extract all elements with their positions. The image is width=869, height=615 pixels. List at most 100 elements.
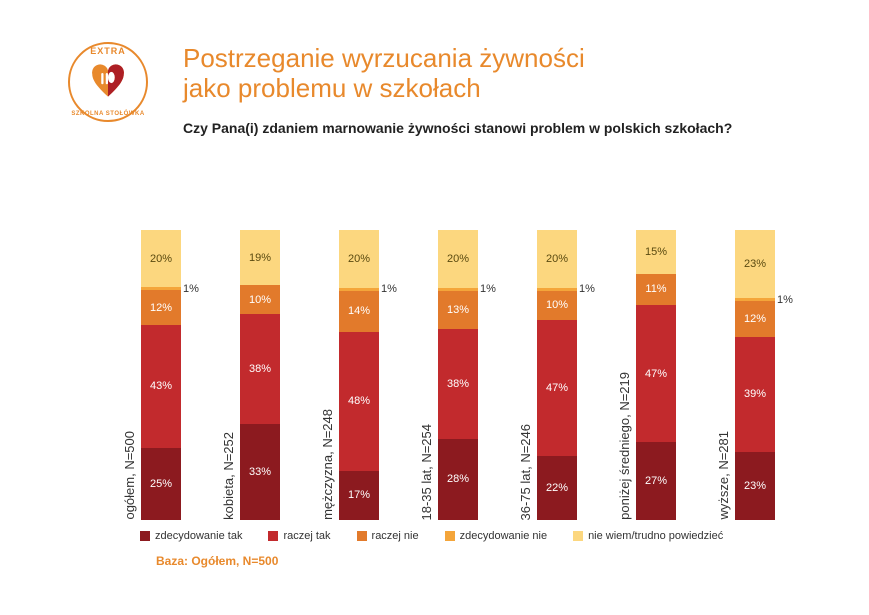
bar-segment-zdecydowanie_tak: 28%: [438, 439, 478, 520]
segment-value: 12%: [744, 313, 766, 325]
bar-segment-raczej_tak: 39%: [735, 337, 775, 452]
legend-swatch: [573, 531, 583, 541]
bar-segment-zdecydowanie_tak: 27%: [636, 442, 676, 520]
bar-category-label: poniżej średniego, N=219: [615, 372, 636, 520]
bar-segment-nie_wiem: 20%: [339, 230, 379, 288]
bar-category-label: kobieta, N=252: [219, 432, 240, 520]
segment-value: 43%: [150, 380, 172, 392]
brand-logo: EXTRA SZKOLNA STOŁÓWKA: [68, 42, 148, 122]
bar-segment-raczej_tak: 38%: [438, 329, 478, 439]
survey-question: Czy Pana(i) zdaniem marnowanie żywności …: [183, 120, 809, 136]
stacked-bar: 17% 48% 14% 1% 20%: [339, 230, 379, 520]
segment-value: 23%: [744, 258, 766, 270]
segment-value: 10%: [546, 299, 568, 311]
segment-value: 20%: [150, 253, 172, 265]
segment-value: 12%: [150, 302, 172, 314]
bar-group: wyższe, N=281 23% 39% 12% 1% 23%: [714, 190, 775, 520]
legend-item: raczej nie: [357, 530, 419, 542]
segment-value: 1%: [579, 283, 595, 295]
stacked-bar: 27% 47% 11% 15%: [636, 230, 676, 520]
bar-group: 18-35 lat, N=25428% 38% 13%1% 20%: [417, 190, 478, 520]
legend-swatch: [268, 531, 278, 541]
stacked-bar: 28% 38% 13%1% 20%: [438, 230, 478, 520]
header: Postrzeganie wyrzucania żywności jako pr…: [183, 44, 809, 136]
segment-value: 38%: [249, 363, 271, 375]
title-line-1: Postrzeganie wyrzucania żywności: [183, 43, 585, 73]
segment-value: 23%: [744, 480, 766, 492]
segment-value: 17%: [348, 489, 370, 501]
stacked-bar: 33%38%10%19%: [240, 230, 280, 520]
segment-value: 25%: [150, 478, 172, 490]
bar-segment-zdecydowanie_nie: 1%: [537, 288, 577, 291]
legend-swatch: [140, 531, 150, 541]
bar-segment-zdecydowanie_nie: 1%: [735, 298, 775, 301]
bar-segment-zdecydowanie_tak: 22%: [537, 456, 577, 520]
bar-group: mężczyzna, N=24817%48%14%1%20%: [318, 190, 379, 520]
segment-value: 15%: [645, 246, 667, 258]
segment-value: 39%: [744, 388, 766, 400]
bar-segment-zdecydowanie_nie: 1%: [438, 288, 478, 291]
segment-value: 20%: [447, 253, 469, 265]
bar-group: ogółem, N=50025%43%12%1%20%: [120, 190, 181, 520]
legend-label: zdecydowanie nie: [460, 530, 547, 542]
title-line-2: jako problemu w szkołach: [183, 73, 481, 103]
bar-segment-raczej_nie: 10%: [240, 285, 280, 314]
legend-swatch: [357, 531, 367, 541]
stacked-bar: 23% 39% 12% 1% 23%: [735, 230, 775, 520]
bar-group: kobieta, N=25233%38%10%19%: [219, 190, 280, 520]
segment-value: 22%: [546, 482, 568, 494]
bar-segment-zdecydowanie_tak: 25%: [141, 448, 181, 520]
segment-value: 38%: [447, 378, 469, 390]
segment-value: 1%: [381, 283, 397, 295]
legend-item: raczej tak: [268, 530, 330, 542]
segment-value: 47%: [546, 382, 568, 394]
segment-value: 1%: [183, 283, 199, 295]
segment-value: 20%: [546, 253, 568, 265]
segment-value: 1%: [480, 283, 496, 295]
segment-value: 10%: [249, 294, 271, 306]
bar-segment-zdecydowanie_nie: 1%: [339, 288, 379, 291]
bar-segment-raczej_nie: 11%: [636, 274, 676, 306]
segment-value: 14%: [348, 305, 370, 317]
bar-segment-raczej_tak: 47%: [636, 305, 676, 441]
bar-category-label: wyższe, N=281: [714, 431, 735, 520]
segment-value: 33%: [249, 466, 271, 478]
bar-category-label: 18-35 lat, N=254: [417, 424, 438, 520]
legend-item: zdecydowanie tak: [140, 530, 242, 542]
stacked-bar: 25%43%12%1%20%: [141, 230, 181, 520]
segment-value: 47%: [645, 368, 667, 380]
bar-segment-nie_wiem: 20%: [141, 230, 181, 287]
bar-segment-nie_wiem: 20%: [537, 230, 577, 288]
bar-segment-raczej_tak: 48%: [339, 332, 379, 471]
segment-value: 48%: [348, 395, 370, 407]
bar-segment-raczej_tak: 38%: [240, 314, 280, 424]
bar-segment-raczej_nie: 12%: [735, 301, 775, 337]
bar-category-label: 36-75 lat, N=246: [516, 424, 537, 520]
bar-segment-raczej_tak: 47%: [537, 320, 577, 456]
bar-segment-zdecydowanie_tak: 33%: [240, 424, 280, 520]
bar-group: 36-75 lat, N=246 22% 47% 10% 1% 20%: [516, 190, 577, 520]
heart-icon: [90, 64, 126, 100]
bar-segment-raczej_nie: 14%: [339, 291, 379, 332]
bar-segment-raczej_nie: 10%: [537, 291, 577, 320]
logo-text-top: EXTRA: [90, 46, 126, 56]
stacked-bar-chart: ogółem, N=500 25% 43% 12% 1% 20% kobieta, N=25…: [120, 190, 820, 520]
legend-item: nie wiem/trudno powiedzieć: [573, 530, 723, 542]
segment-value: 1%: [777, 294, 793, 306]
stacked-bar: 22% 47% 10% 1% 20%: [537, 230, 577, 520]
legend-item: zdecydowanie nie: [445, 530, 547, 542]
logo-text-bottom: SZKOLNA STOŁÓWKA: [71, 111, 144, 117]
segment-value: 20%: [348, 253, 370, 265]
bar-segment-raczej_nie: 13%: [438, 291, 478, 329]
chart-legend: zdecydowanie tak raczej tak raczej nie zdec…: [140, 530, 723, 542]
legend-label: zdecydowanie tak: [155, 530, 242, 542]
bar-segment-nie_wiem: 15%: [636, 230, 676, 274]
bar-group: poniżej średniego, N=21927% 47% 11% 15%: [615, 190, 676, 520]
bar-category-label: ogółem, N=500: [120, 431, 141, 520]
legend-label: nie wiem/trudno powiedzieć: [588, 530, 723, 542]
bar-segment-zdecydowanie_tak: 17%: [339, 471, 379, 520]
bar-segment-zdecydowanie_tak: 23%: [735, 452, 775, 520]
legend-label: raczej nie: [372, 530, 419, 542]
bar-segment-nie_wiem: 23%: [735, 230, 775, 298]
bar-segment-nie_wiem: 20%: [438, 230, 478, 288]
